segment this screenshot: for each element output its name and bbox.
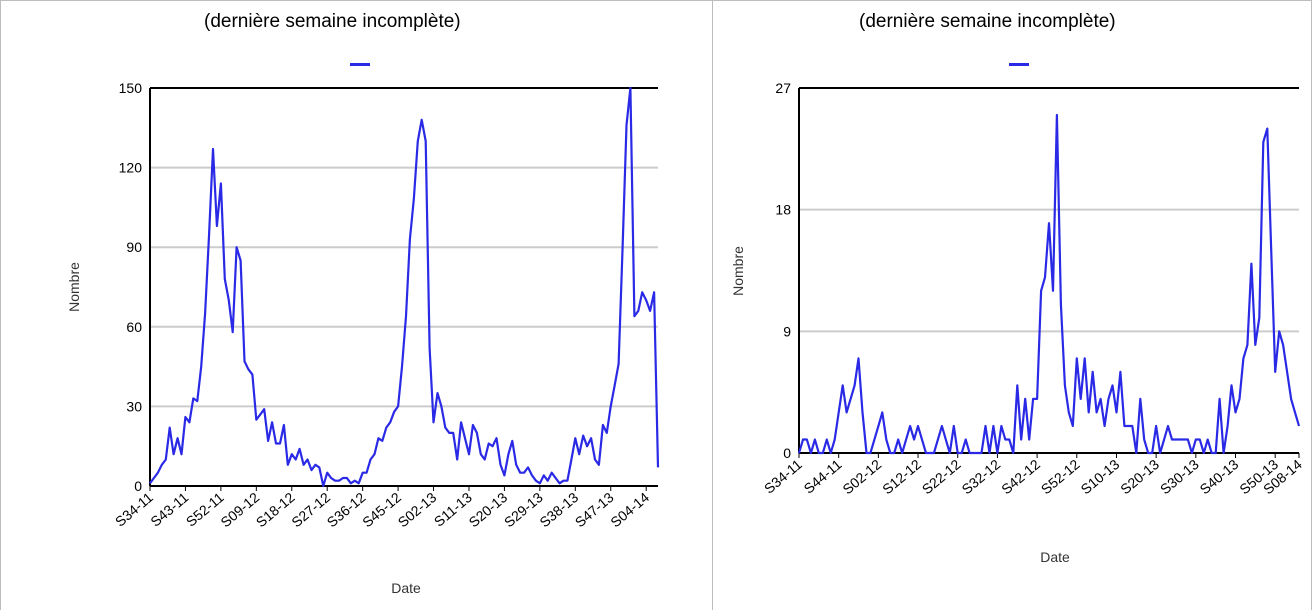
x-tick-label: S52-12 bbox=[1038, 456, 1083, 497]
y-tick-label: 60 bbox=[126, 319, 142, 335]
y-tick-label: 90 bbox=[126, 239, 142, 255]
y-axis-title: Nombre bbox=[66, 262, 82, 312]
chart-panel-right: (dernière semaine incomplète) 0 9 18 27 S34-… bbox=[712, 0, 1312, 610]
x-tick-label: S42-12 bbox=[998, 456, 1043, 497]
legend-series-swatch bbox=[350, 63, 370, 66]
x-tick-label: S34-11 bbox=[112, 489, 156, 530]
line-chart-left: 0 30 60 90 120 150 S34-11S43-11S52-11S09-12S18… bbox=[66, 80, 660, 596]
x-tick-label: S43-11 bbox=[147, 489, 191, 530]
x-tick-label: S22-12 bbox=[919, 456, 964, 497]
x-tick-label: S18-12 bbox=[253, 489, 298, 530]
x-tick-label: S38-13 bbox=[536, 489, 581, 530]
x-tick-label: S02-13 bbox=[395, 489, 440, 530]
x-tick-label: S44-11 bbox=[801, 456, 845, 497]
x-axis-title: Date bbox=[391, 580, 421, 596]
y-tick-label: 30 bbox=[126, 398, 142, 414]
x-tick-label: S47-13 bbox=[572, 489, 617, 530]
x-tick-label: S30-13 bbox=[1157, 456, 1202, 497]
chart-title: (dernière semaine incomplète) bbox=[204, 11, 461, 32]
x-tick-label: S09-12 bbox=[217, 489, 262, 530]
legend-series-swatch bbox=[1009, 63, 1029, 66]
x-tick-label: S27-12 bbox=[288, 489, 333, 530]
y-tick-label: 0 bbox=[783, 445, 791, 461]
series-line bbox=[797, 113, 1301, 455]
x-tick-label: S34-11 bbox=[761, 456, 805, 497]
y-tick-label: 27 bbox=[775, 80, 791, 96]
x-tick-label: S45-12 bbox=[359, 489, 404, 530]
x-tick-label: S52-11 bbox=[183, 489, 227, 530]
y-axis-title: Nombre bbox=[730, 246, 746, 296]
y-tick-label: 0 bbox=[134, 478, 142, 494]
x-tick-label: S12-12 bbox=[879, 456, 924, 497]
y-tick-label: 9 bbox=[783, 323, 791, 339]
series-line bbox=[149, 86, 660, 488]
x-axis-title: Date bbox=[1040, 549, 1070, 565]
y-tick-label: 18 bbox=[775, 202, 791, 218]
y-tick-label: 120 bbox=[119, 160, 143, 176]
chart-panel-left: (dernière semaine incomplète) 0 30 60 90 120… bbox=[0, 0, 712, 610]
x-tick-label: S40-13 bbox=[1197, 456, 1242, 497]
x-tick-label: S02-12 bbox=[839, 456, 884, 497]
x-tick-label: S20-13 bbox=[1117, 456, 1162, 497]
x-tick-label: S20-13 bbox=[465, 489, 510, 530]
x-tick-label: S32-12 bbox=[958, 456, 1003, 497]
x-tick-label: S11-13 bbox=[431, 489, 475, 530]
x-tick-label: S04-14 bbox=[607, 489, 652, 530]
x-tick-label: S10-13 bbox=[1078, 456, 1123, 497]
chart-title: (dernière semaine incomplète) bbox=[859, 11, 1116, 32]
x-tick-label: S29-13 bbox=[501, 489, 546, 530]
line-chart-right: 0 9 18 27 S34-11S44-11S02-12S12-12S22-12S32-… bbox=[730, 80, 1305, 565]
y-tick-label: 150 bbox=[119, 80, 143, 96]
x-tick-label: S36-12 bbox=[324, 489, 369, 530]
